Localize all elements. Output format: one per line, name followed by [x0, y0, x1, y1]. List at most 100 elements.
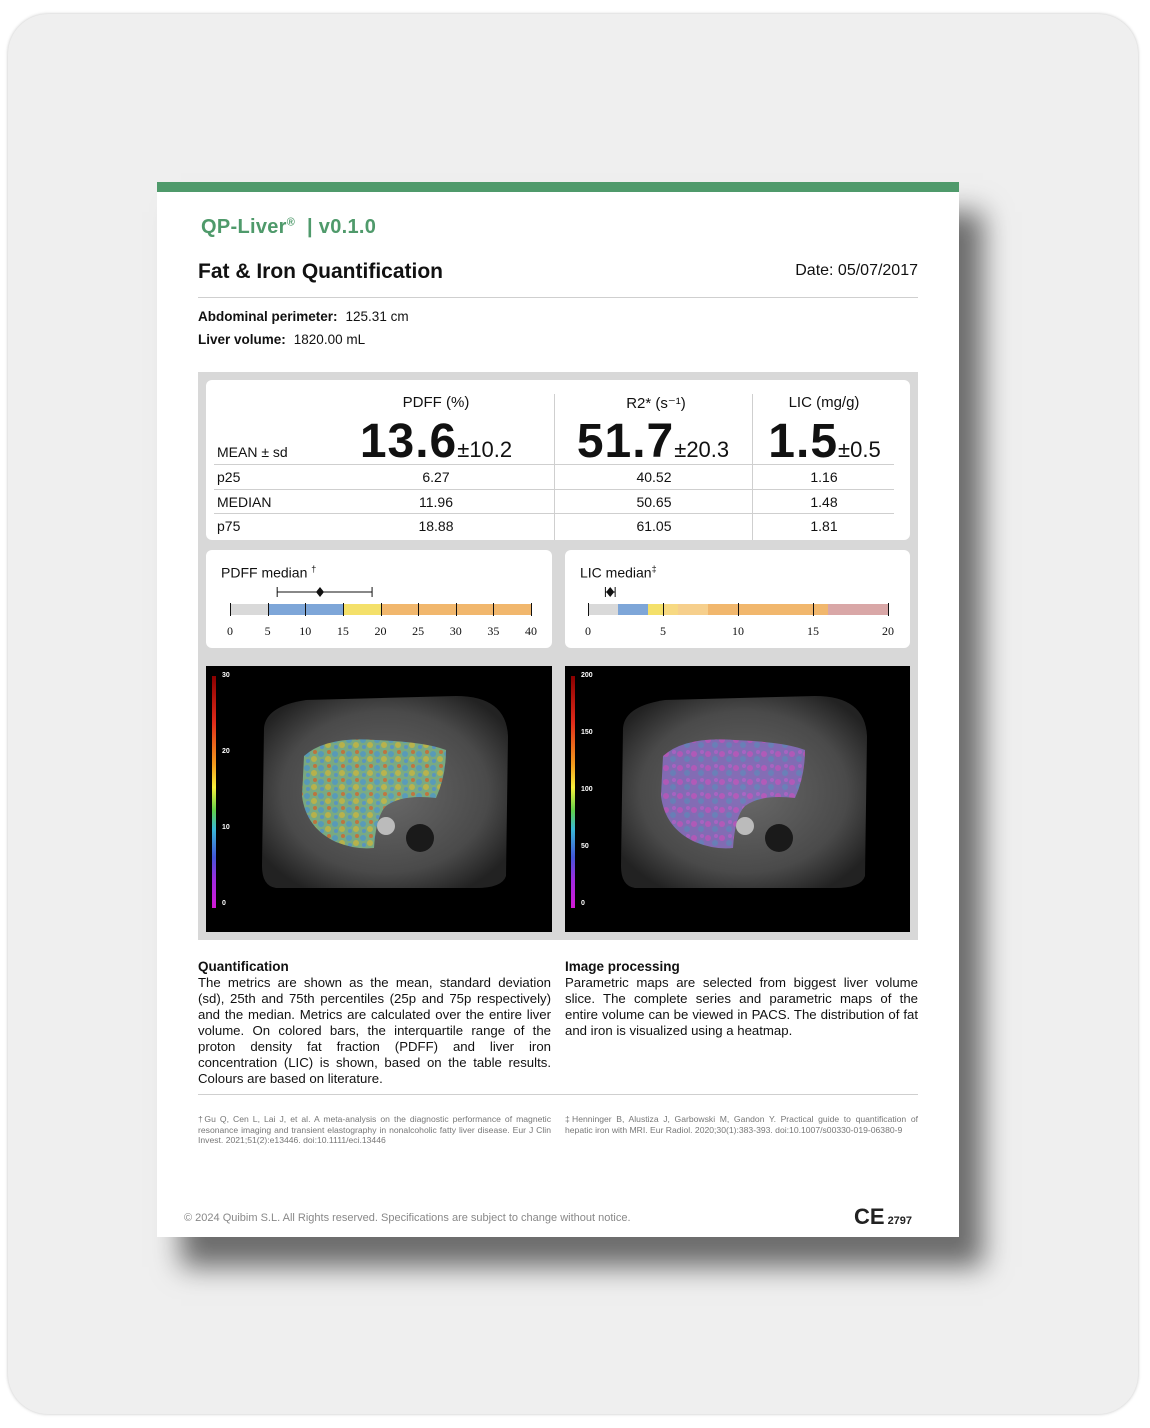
col-header-pdff: PDFF (%) [402, 394, 470, 411]
cell-median-r2: 50.65 [636, 494, 672, 510]
cell-p75-pdff: 18.88 [418, 518, 454, 534]
pdff-bar-tick [493, 603, 495, 616]
accent-bar [157, 182, 959, 192]
abdominal-perimeter: Abdominal perimeter: 125.31 cm [198, 309, 409, 324]
pdff-bar-tick-label: 40 [525, 624, 537, 638]
r2-mean: 51.7±20.3 [554, 414, 752, 469]
r2-colorbar-tick: 50 [581, 843, 589, 850]
pdff-bar-tick [305, 603, 307, 616]
lic-bar-tick-label: 15 [807, 624, 819, 638]
row-divider [214, 489, 894, 490]
pdff-median-label: PDFF median † [221, 564, 316, 581]
volume-label: Liver volume: [198, 332, 286, 347]
pdff-bar-segment [230, 604, 268, 615]
divider [198, 297, 918, 298]
pdff-colorbar-tick: 20 [222, 748, 230, 755]
ce-logo: CE [854, 1204, 885, 1229]
results-panel: PDFF (%) R2* (s⁻¹) LIC (mg/g) MEAN ± sd … [198, 372, 918, 940]
reference-2: ‡Henninger B, Alustiza J, Garbowski M, G… [565, 1114, 918, 1135]
lic-bar-tick-label: 5 [660, 624, 666, 638]
cell-p75-r2: 61.05 [636, 518, 672, 534]
report-page: QP-Liver® | v0.1.0 Fat & Iron Quantifica… [157, 182, 959, 1237]
pdff-bar-tick-label: 30 [449, 624, 462, 638]
pdff-colorbar-tick: 30 [222, 672, 230, 679]
pdff-bar-tick-label: 15 [336, 624, 349, 638]
lic-mean-value: 1.5 [768, 415, 839, 468]
lic-bar-segment [708, 604, 828, 615]
pdff-bar-tick-label: 25 [412, 624, 425, 638]
cell-p25-r2: 40.52 [636, 469, 672, 485]
lic-bar-tick-label: 0 [585, 624, 591, 638]
pdff-mri-slice [262, 696, 508, 888]
pdff-bar-tick-label: 35 [487, 624, 500, 638]
pdff-colorbar-tick: 10 [222, 824, 230, 831]
pdff-mean: 13.6±10.2 [336, 414, 536, 469]
lic-bar-segment [648, 604, 663, 615]
lic-bar-segment [828, 604, 888, 615]
pdff-bar-tick [418, 603, 420, 616]
pdff-median-card: PDFF median † 0 5 10 15 20 25 30 35 40 [206, 550, 552, 648]
col-header-lic: LIC (mg/g) [788, 394, 860, 411]
pdff-bar-segment [342, 604, 381, 615]
r2-mri-slice [621, 696, 867, 888]
pdff-bar-tick [342, 603, 344, 616]
ce-mark: CE 2797 [854, 1204, 912, 1230]
pdff-parametric-map: 30 20 10 0 [206, 666, 552, 932]
lic-median-marker [606, 587, 615, 597]
mean-row-label: MEAN ± sd [217, 444, 288, 460]
pdff-median-title: PDFF median [221, 564, 308, 581]
pdff-iqr-whisker [276, 587, 373, 597]
lic-bar-tick-label: 20 [882, 624, 894, 638]
r2-mean-sd: ±20.3 [674, 437, 730, 462]
pdff-mean-sd: ±10.2 [457, 437, 513, 462]
volume-value: 1820.00 mL [293, 332, 366, 347]
image-processing-text: Parametric maps are selected from bigges… [565, 975, 918, 1038]
pdff-bar-tick [455, 603, 457, 616]
ce-number: 2797 [887, 1215, 913, 1227]
r2-mean-value: 51.7 [576, 415, 675, 468]
lic-bar-segment [678, 604, 708, 615]
lic-bar-tick [813, 603, 814, 616]
double-dagger-footnote: ‡ [651, 564, 657, 574]
lic-mean: 1.5±0.5 [752, 414, 897, 469]
cell-median-lic: 1.48 [810, 494, 838, 510]
version-label: | v0.1.0 [307, 216, 377, 238]
r2-parametric-map: 200 150 100 50 0 [565, 666, 910, 932]
pdff-bar-tick-label: 20 [374, 624, 387, 638]
report-date: Date: 05/07/2017 [795, 262, 918, 279]
quantification-heading: Quantification [198, 959, 289, 974]
row-label-p75: p75 [217, 518, 241, 534]
image-processing-heading: Image processing [565, 959, 680, 974]
brand-name: QP-Liver [201, 216, 287, 238]
lic-iqr-whisker [604, 587, 616, 597]
cell-p25-lic: 1.16 [810, 469, 838, 485]
report-title: Fat & Iron Quantification [198, 260, 443, 283]
lic-bar-tick [663, 603, 664, 616]
row-divider [214, 464, 894, 465]
lic-bar-tick [738, 603, 739, 616]
col-header-r2: R2* (s⁻¹) [626, 395, 686, 412]
column-divider [554, 394, 555, 540]
pdff-bar-tick [230, 603, 231, 616]
lic-bar-segment [618, 604, 648, 615]
lic-bar-tick [588, 603, 589, 616]
cell-median-pdff: 11.96 [419, 494, 453, 510]
brand-title: QP-Liver® | v0.1.0 [201, 216, 376, 239]
pdff-colorbar-tick: 0 [222, 900, 226, 907]
lic-median-card: LIC median‡ 0 5 10 15 20 [565, 550, 910, 648]
cell-p25-pdff: 6.27 [422, 469, 450, 485]
pdff-bar-tick-label: 5 [264, 624, 271, 638]
lic-bar-tick-label: 10 [732, 624, 744, 638]
pdff-bar-tick-label: 0 [227, 624, 233, 638]
copyright-footer: © 2024 Quibim S.L. All Rights reserved. … [184, 1212, 631, 1224]
lic-mean-sd: ±0.5 [838, 437, 881, 462]
pdff-bar-tick [531, 603, 532, 616]
pdff-bar-tick [267, 603, 269, 616]
r2-colorbar-tick: 150 [581, 729, 593, 736]
perimeter-label: Abdominal perimeter: [198, 309, 338, 324]
lic-bar-segment [588, 604, 618, 615]
lic-median-label: LIC median‡ [580, 564, 657, 581]
pdff-median-marker [315, 587, 324, 597]
divider [198, 1094, 918, 1095]
row-divider [214, 513, 894, 514]
